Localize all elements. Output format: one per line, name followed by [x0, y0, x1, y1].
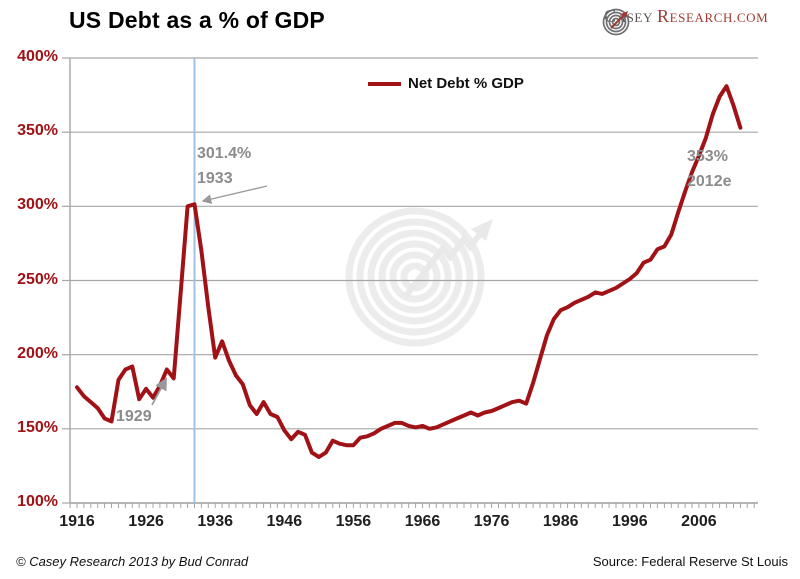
brand-letter: R: [656, 6, 670, 26]
annotation-1929: 1929: [116, 404, 152, 429]
x-axis-label: 1996: [612, 513, 648, 530]
x-axis-label: 2006: [681, 513, 717, 530]
y-axis-label: 350%: [17, 122, 58, 140]
spiral-arrow-logo-icon: [602, 8, 630, 36]
legend: Net Debt % GDP: [368, 75, 524, 92]
copyright-text: © Casey Research 2013 by Bud Conrad: [16, 554, 249, 569]
annotation-line: 2012e: [687, 173, 732, 190]
annotation-1933-peak: 301.4% 1933: [197, 141, 251, 191]
chart-plot: [62, 57, 758, 508]
arrow-to-1929-point: [151, 377, 167, 406]
x-axis-label: 1966: [404, 513, 441, 530]
brand-word: ESEARCH.COM: [669, 10, 769, 25]
x-axis-label: 1976: [473, 513, 510, 530]
x-axis-label: 1916: [59, 513, 95, 530]
y-axis-label: 200%: [17, 344, 58, 362]
watermark-casey-logo-icon: [345, 207, 493, 347]
source-text: Source: Federal Reserve St Louis: [592, 554, 788, 569]
legend-line-swatch: [368, 81, 401, 86]
annotation-line: 1929: [116, 408, 152, 425]
x-axis-label: 1986: [542, 513, 579, 530]
annotation-line: 301.4%: [197, 145, 252, 162]
casey-research-logo: C ASEY R ESEARCH.COM: [601, 6, 769, 36]
x-axis-label: 1936: [197, 513, 233, 530]
x-axis-label: 1946: [266, 513, 303, 530]
y-axis-label: 400%: [17, 48, 58, 65]
y-axis-label: 100%: [17, 493, 58, 510]
y-axis-label: 250%: [17, 270, 58, 288]
page-title: US Debt as a % of GDP: [69, 7, 325, 33]
annotation-2012-estimate: 353% 2012e: [687, 144, 732, 194]
x-axis-label: 1926: [128, 513, 164, 530]
x-axis-label: 1956: [335, 513, 372, 530]
arrow-to-1933-peak: [201, 185, 268, 204]
annotation-line: 353%: [687, 148, 728, 165]
y-axis-label: 300%: [17, 196, 58, 214]
y-axis-label: 150%: [17, 418, 58, 436]
annotation-line: 1933: [197, 170, 233, 187]
legend-label: Net Debt % GDP: [408, 75, 524, 92]
series-line-net-debt-pct-gdp: [75, 84, 743, 459]
